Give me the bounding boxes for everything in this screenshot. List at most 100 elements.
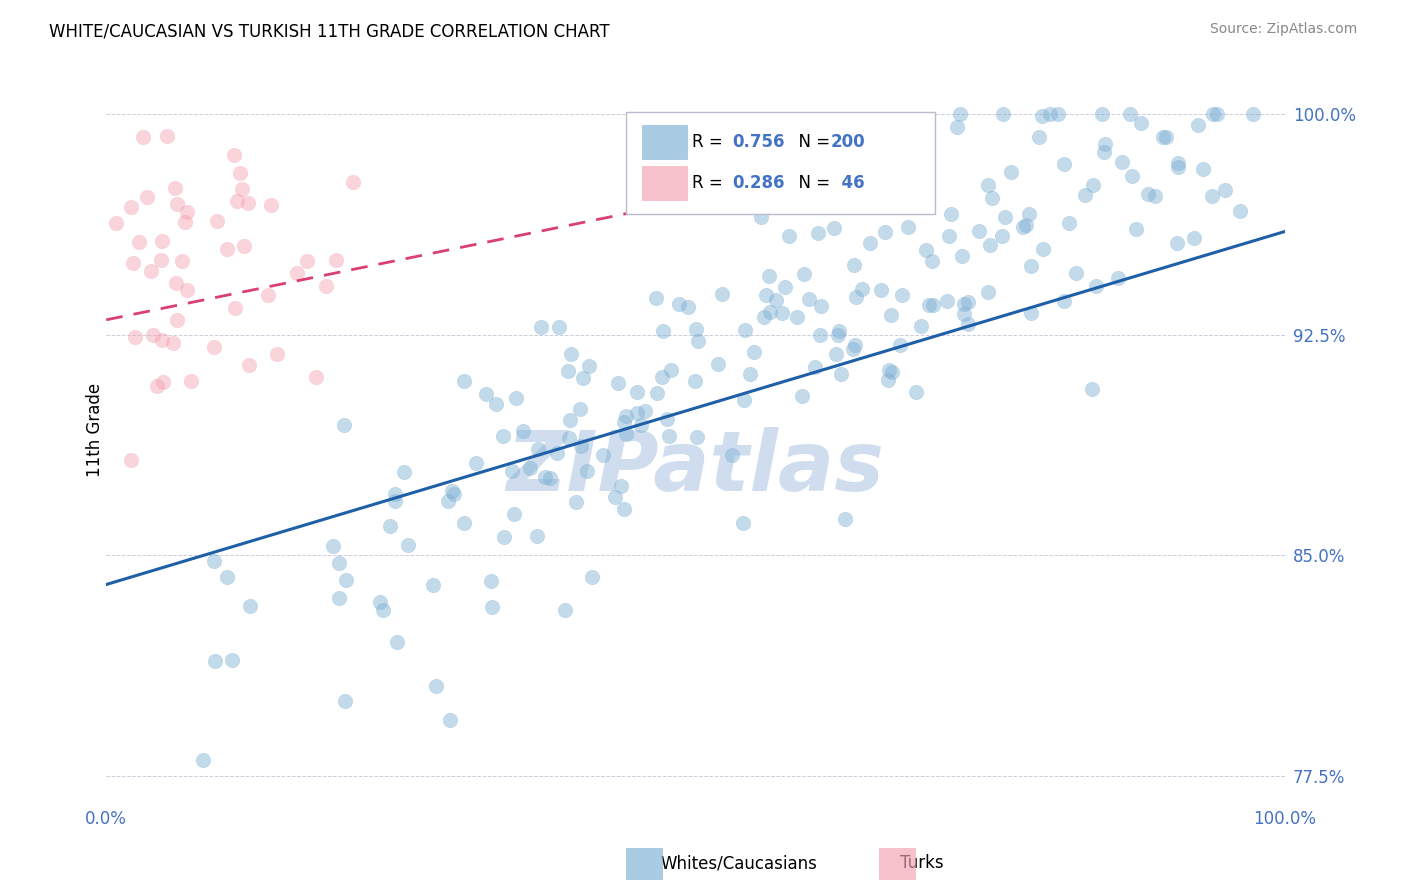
Point: [918, 298, 941, 312]
Point: [239, 599, 262, 613]
Point: [163, 181, 186, 195]
Point: [1201, 107, 1223, 121]
Point: [956, 294, 979, 309]
Point: [790, 388, 813, 402]
Point: [1094, 136, 1116, 151]
Text: Source: ZipAtlas.com: Source: ZipAtlas.com: [1209, 22, 1357, 37]
Text: 200: 200: [830, 133, 865, 151]
Point: [150, 234, 173, 248]
Point: [398, 539, 420, 553]
Point: [1012, 220, 1035, 235]
Point: [204, 654, 226, 668]
Point: [779, 228, 801, 243]
Point: [233, 239, 256, 253]
Point: [1081, 382, 1104, 396]
Point: [492, 429, 515, 443]
Point: [755, 287, 778, 301]
Point: [685, 322, 707, 336]
Point: [858, 236, 880, 251]
Point: [479, 574, 502, 589]
Point: [215, 569, 238, 583]
Point: [1015, 218, 1038, 232]
Point: [950, 249, 973, 263]
Point: [765, 293, 787, 307]
Point: [845, 290, 868, 304]
Point: [1125, 222, 1147, 236]
Point: [953, 308, 976, 322]
Point: [328, 556, 350, 570]
Point: [1057, 216, 1080, 230]
Point: [1053, 157, 1076, 171]
Point: [980, 190, 1002, 204]
Point: [626, 406, 648, 420]
Point: [683, 374, 706, 388]
Point: [325, 253, 347, 268]
Point: [501, 464, 523, 478]
Point: [824, 347, 846, 361]
Point: [1053, 294, 1076, 309]
Point: [238, 358, 260, 372]
Point: [807, 226, 830, 240]
Point: [146, 378, 169, 392]
Point: [505, 391, 527, 405]
Point: [731, 516, 754, 530]
Point: [810, 328, 832, 343]
Point: [749, 210, 772, 224]
Point: [124, 330, 146, 344]
Point: [443, 487, 465, 501]
Point: [610, 479, 633, 493]
Point: [464, 456, 486, 470]
Point: [425, 679, 447, 693]
Point: [1182, 231, 1205, 245]
Point: [557, 363, 579, 377]
Point: [1028, 130, 1050, 145]
Point: [176, 283, 198, 297]
Point: [1206, 107, 1229, 121]
Point: [120, 453, 142, 467]
Point: [1064, 266, 1087, 280]
Point: [392, 466, 415, 480]
Point: [492, 530, 515, 544]
Point: [156, 129, 179, 144]
Point: [1167, 160, 1189, 174]
Point: [170, 254, 193, 268]
Point: [613, 501, 636, 516]
Point: [578, 359, 600, 373]
Point: [803, 359, 825, 374]
Text: 0.756: 0.756: [733, 133, 785, 151]
Point: [333, 694, 356, 708]
Point: [949, 107, 972, 121]
Point: [938, 228, 960, 243]
Point: [1201, 189, 1223, 203]
Point: [422, 578, 444, 592]
Point: [105, 216, 128, 230]
Point: [678, 300, 700, 314]
Point: [1187, 118, 1209, 132]
Point: [686, 429, 709, 443]
Point: [165, 276, 187, 290]
Point: [512, 424, 534, 438]
Point: [439, 713, 461, 727]
Point: [128, 235, 150, 249]
Point: [149, 252, 172, 267]
Point: [1152, 130, 1174, 145]
Point: [1154, 129, 1177, 144]
Point: [827, 328, 849, 343]
Point: [634, 404, 657, 418]
Y-axis label: 11th Grade: 11th Grade: [86, 383, 104, 477]
Point: [884, 187, 907, 202]
Point: [1000, 164, 1022, 178]
Point: [626, 384, 648, 399]
Text: WHITE/CAUCASIAN VS TURKISH 11TH GRADE CORRELATION CHART: WHITE/CAUCASIAN VS TURKISH 11TH GRADE CO…: [49, 22, 610, 40]
Point: [614, 409, 637, 423]
Point: [957, 317, 980, 331]
Point: [733, 392, 755, 407]
Point: [953, 297, 976, 311]
Point: [295, 254, 318, 268]
Point: [613, 415, 636, 429]
Point: [257, 288, 280, 302]
Point: [770, 306, 793, 320]
Point: [166, 197, 188, 211]
Point: [385, 634, 408, 648]
Point: [564, 495, 586, 509]
